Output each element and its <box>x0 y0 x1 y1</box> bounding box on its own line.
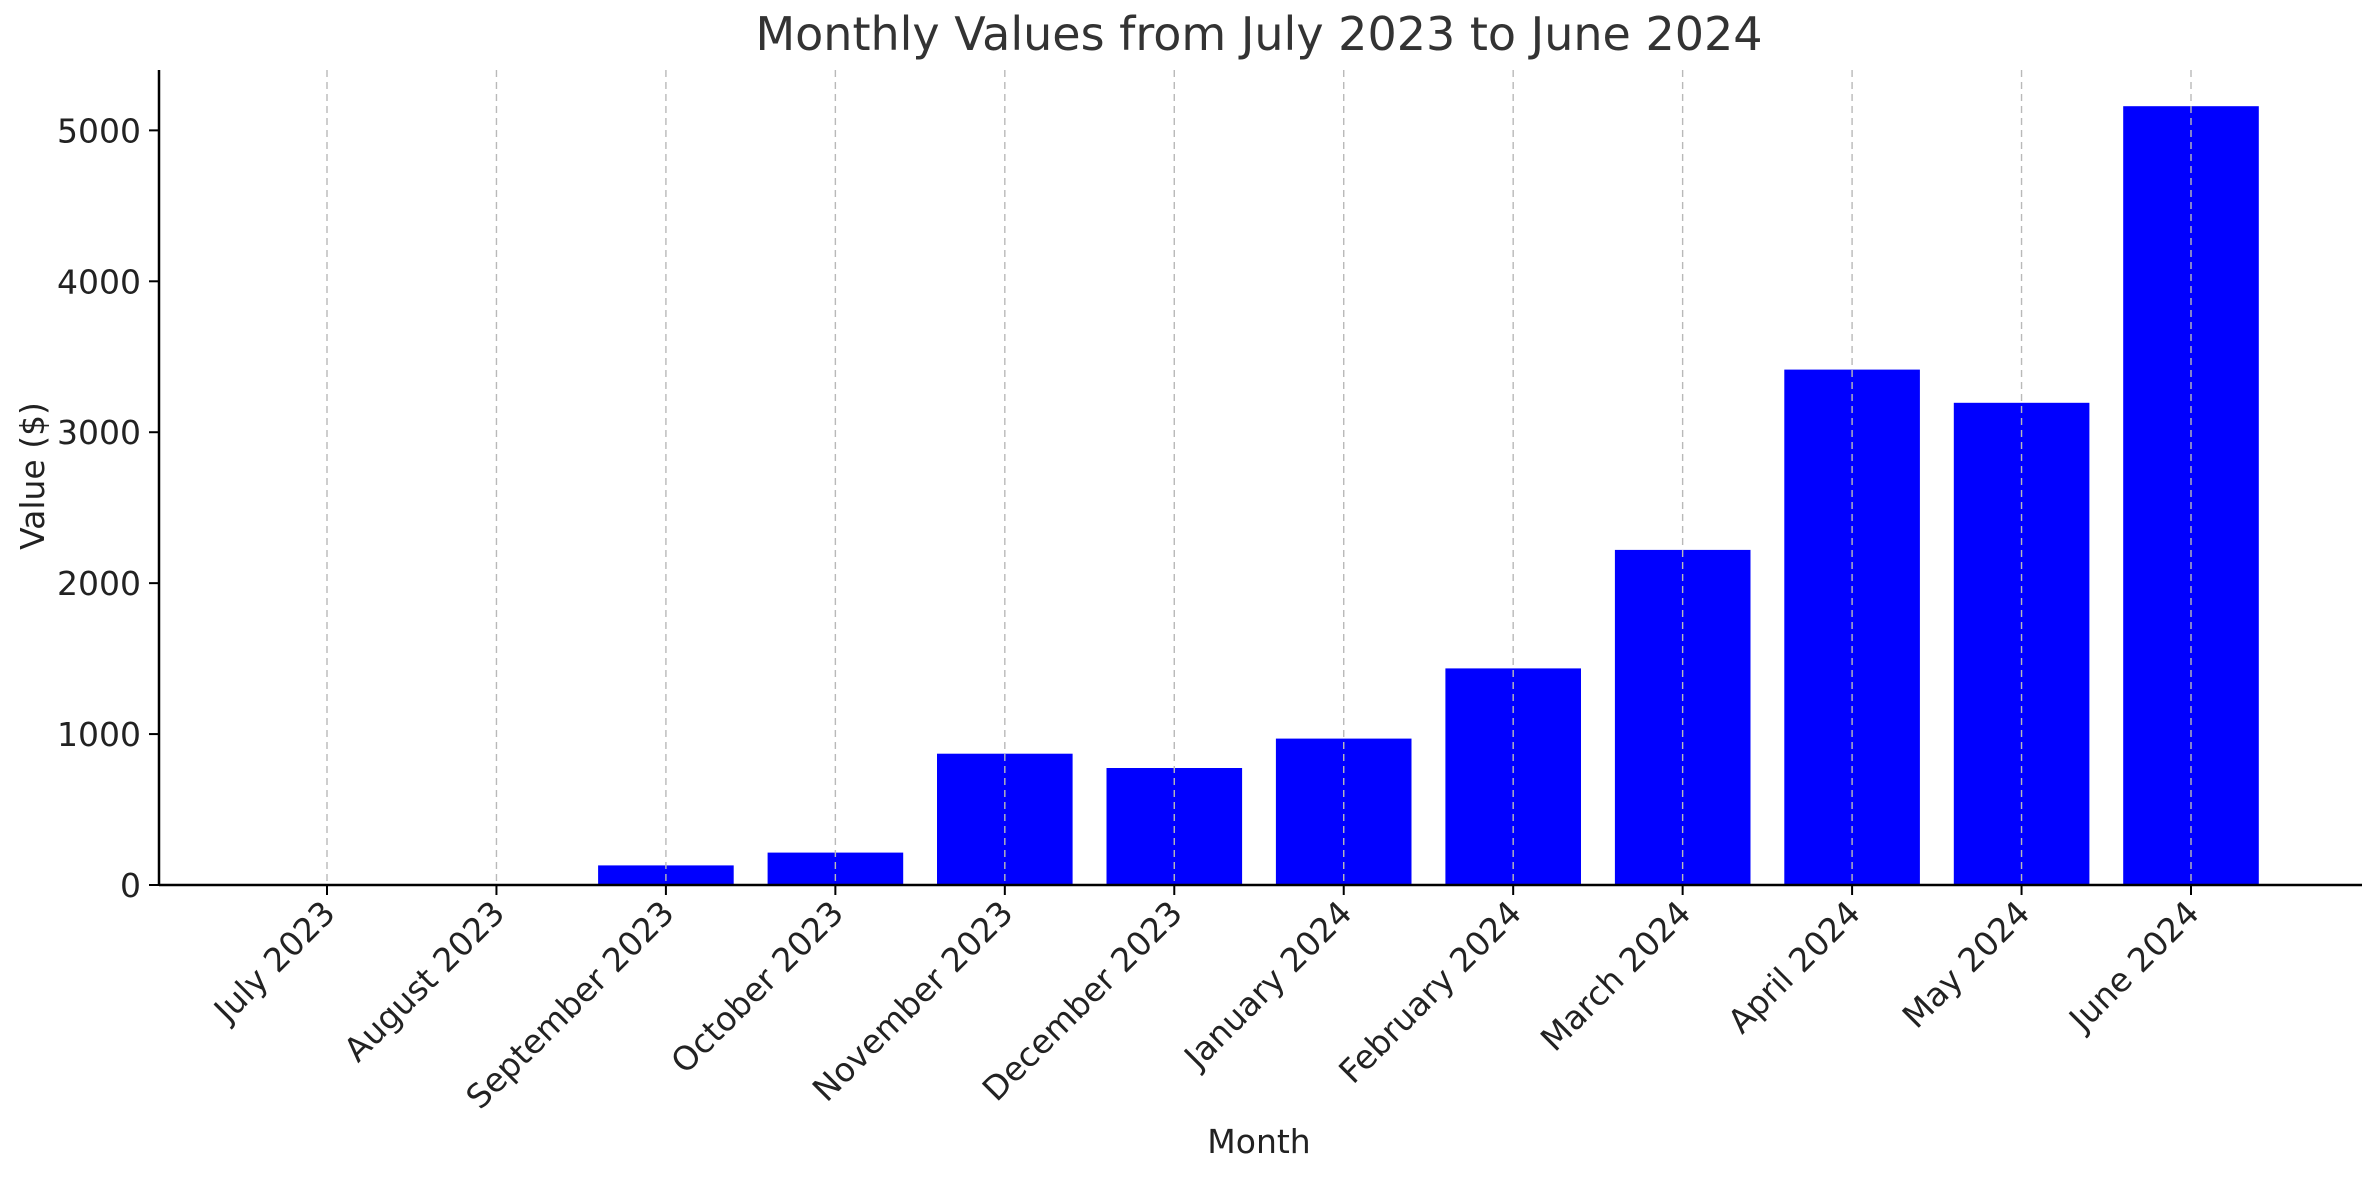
x-tick-label-july-2023: July 2023 <box>205 893 343 1031</box>
x-tick-label-may-2024: May 2024 <box>1895 893 2038 1036</box>
x-tick-label-january-2024: January 2024 <box>1175 893 1359 1077</box>
x-tick-label-june-2024: June 2024 <box>2060 893 2207 1040</box>
bar-layer <box>326 70 2259 886</box>
x-tick-label-august-2023: August 2023 <box>336 893 512 1069</box>
bar-may-2024 <box>1953 402 2090 885</box>
y-axis-label: Value ($) <box>13 402 52 550</box>
chart-title: Monthly Values from July 2023 to June 20… <box>755 7 1762 61</box>
x-tick-label-april-2024: April 2024 <box>1720 893 1868 1041</box>
y-tick-label-5000: 5000 <box>57 111 141 150</box>
y-tick-layer: 0 1000 2000 3000 4000 5000 <box>57 111 159 905</box>
y-tick-label-0: 0 <box>120 866 141 905</box>
y-tick-label-1000: 1000 <box>57 715 141 754</box>
y-tick-label-2000: 2000 <box>57 564 141 603</box>
axis-layer <box>157 70 2362 887</box>
x-tick-label-october-2023: October 2023 <box>663 893 851 1081</box>
y-tick-label-3000: 3000 <box>57 413 141 452</box>
x-tick-label-february-2024: February 2024 <box>1331 893 1529 1091</box>
bar-february-2024 <box>1445 668 1581 885</box>
y-tick-label-4000: 4000 <box>57 262 141 301</box>
bar-january-2024 <box>1275 738 1412 885</box>
x-tick-label-march-2024: March 2024 <box>1533 893 1699 1059</box>
x-axis-label: Month <box>1207 1122 1310 1161</box>
